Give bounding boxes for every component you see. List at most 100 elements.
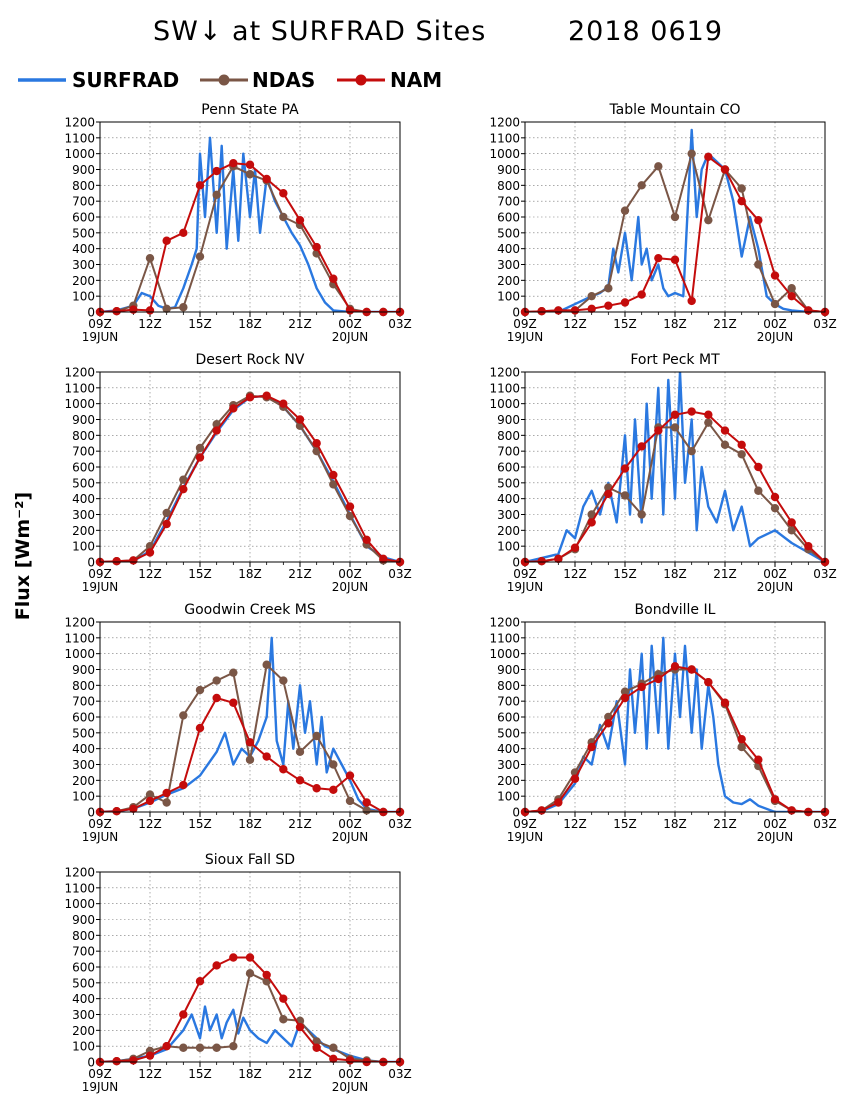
y-tick-label: 400: [497, 492, 520, 506]
point-nam: [312, 242, 321, 252]
y-tick-label: 600: [497, 461, 520, 475]
y-tick-label: 0: [512, 556, 520, 570]
x-tick-label: 18Z: [663, 567, 687, 581]
y-tick-label: 600: [497, 711, 520, 725]
point-nam: [604, 301, 613, 310]
x-tick-label: 12Z: [138, 817, 162, 831]
point-ndas: [179, 303, 188, 312]
y-tick-label: 400: [72, 992, 95, 1006]
point-nam: [262, 752, 271, 761]
x-tick-label: 15Z: [188, 317, 212, 331]
point-nam: [212, 426, 221, 435]
point-ndas: [720, 440, 730, 450]
point-nam: [687, 296, 696, 306]
point-ndas: [737, 450, 746, 459]
point-nam: [279, 765, 288, 774]
x-tick-label: 18Z: [663, 817, 687, 831]
x-date-label: 20JUN: [332, 830, 369, 844]
x-date-label: 19JUN: [82, 580, 119, 594]
point-nam: [329, 470, 338, 480]
x-date-label: 20JUN: [332, 330, 369, 344]
y-tick-label: 200: [497, 524, 520, 538]
point-ndas: [195, 443, 205, 453]
point-ndas: [637, 510, 646, 519]
point-nam: [329, 1054, 338, 1064]
point-nam: [720, 426, 730, 435]
y-tick-label: 500: [72, 726, 95, 740]
point-nam: [245, 160, 255, 169]
point-nam: [587, 304, 596, 314]
point-nam: [262, 391, 271, 400]
point-nam: [295, 415, 305, 424]
y-tick-label: 100: [497, 290, 520, 304]
point-ndas: [345, 796, 355, 806]
y-tick-label: 300: [72, 508, 95, 522]
y-tick-label: 100: [497, 790, 520, 804]
y-tick-label: 800: [497, 429, 520, 443]
y-tick-label: 700: [497, 695, 520, 709]
x-date-label: 20JUN: [757, 580, 794, 594]
point-nam: [212, 961, 221, 970]
point-nam: [537, 307, 546, 316]
plot-frame: [99, 121, 401, 313]
y-tick-label: 1000: [64, 647, 95, 661]
plot-frame: [524, 121, 826, 313]
point-nam: [379, 554, 388, 564]
y-tick-label: 1200: [64, 116, 95, 130]
point-nam: [754, 215, 763, 225]
point-nam: [145, 548, 155, 557]
point-nam: [587, 742, 596, 752]
point-nam: [129, 556, 138, 565]
point-nam: [195, 977, 205, 986]
legend-label-surfrad: SURFRAD: [72, 68, 179, 92]
point-nam: [162, 788, 171, 798]
x-date-label: 19JUN: [507, 830, 544, 844]
y-tick-label: 800: [72, 429, 95, 443]
y-tick-label: 800: [497, 679, 520, 693]
point-nam: [620, 693, 630, 703]
y-tick-label: 0: [87, 1056, 95, 1070]
point-nam: [804, 541, 813, 551]
x-tick-label: 09Z: [513, 567, 537, 581]
point-ndas: [162, 304, 171, 314]
point-nam: [229, 953, 238, 962]
y-tick-label: 1000: [489, 147, 520, 161]
x-date-label: 19JUN: [82, 1080, 119, 1094]
point-nam: [554, 798, 563, 807]
point-ndas: [329, 760, 338, 769]
y-tick-label: 300: [72, 258, 95, 272]
point-nam: [737, 196, 746, 206]
series-line-surfrad: [100, 1005, 400, 1062]
y-tick-label: 400: [497, 742, 520, 756]
x-tick-label: 00Z: [763, 317, 787, 331]
point-nam: [112, 557, 121, 566]
point-nam: [687, 407, 696, 416]
panels: Penn State PA010020030040050060070080090…: [64, 102, 836, 1094]
y-tick-label: 100: [72, 290, 95, 304]
y-tick-label: 600: [497, 211, 520, 225]
point-nam: [295, 215, 305, 225]
point-ndas: [212, 1043, 221, 1052]
point-ndas: [179, 475, 188, 484]
x-date-label: 20JUN: [757, 830, 794, 844]
y-tick-label: 600: [72, 461, 95, 475]
point-nam: [554, 554, 563, 564]
y-tick-label: 200: [497, 774, 520, 788]
point-nam: [737, 440, 746, 450]
y-tick-label: 600: [72, 211, 95, 225]
legend-label-nam: NAM: [390, 68, 442, 92]
point-nam: [637, 442, 646, 451]
y-tick-label: 700: [72, 695, 95, 709]
y-tick-label: 1100: [64, 381, 95, 395]
x-tick-label: 21Z: [288, 1067, 312, 1081]
x-tick-label: 21Z: [288, 817, 312, 831]
x-tick-label: 00Z: [338, 817, 362, 831]
point-nam: [720, 698, 730, 707]
y-tick-label: 400: [72, 492, 95, 506]
point-nam: [162, 519, 171, 529]
point-ndas: [179, 711, 188, 720]
y-tick-label: 900: [72, 413, 95, 427]
legend: SURFRAD NDAS NAM: [18, 68, 442, 92]
